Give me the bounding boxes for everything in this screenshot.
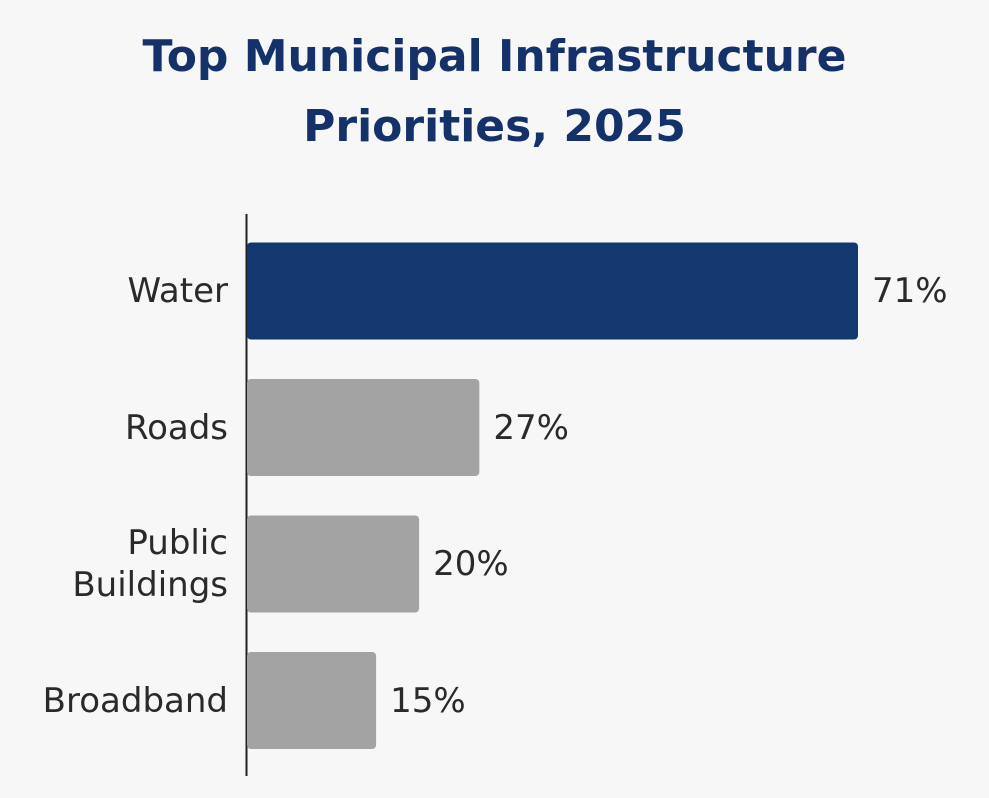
bar [247, 242, 858, 340]
category-label: Water [127, 271, 228, 311]
title-box: Top Municipal Infrastructure Priorities,… [0, 22, 989, 162]
value-label: 27% [493, 407, 569, 448]
value-label: 71% [872, 271, 948, 311]
chart-title: Top Municipal Infrastructure Priorities,… [142, 31, 847, 152]
value-label: 15% [390, 680, 466, 721]
bar [247, 515, 420, 613]
category-label: Broadband [42, 680, 228, 721]
bar [247, 379, 480, 476]
value-label: 20% [433, 544, 509, 584]
bar [247, 652, 377, 749]
category-label: Public Buildings [72, 523, 228, 605]
category-label: Roads [124, 407, 228, 448]
